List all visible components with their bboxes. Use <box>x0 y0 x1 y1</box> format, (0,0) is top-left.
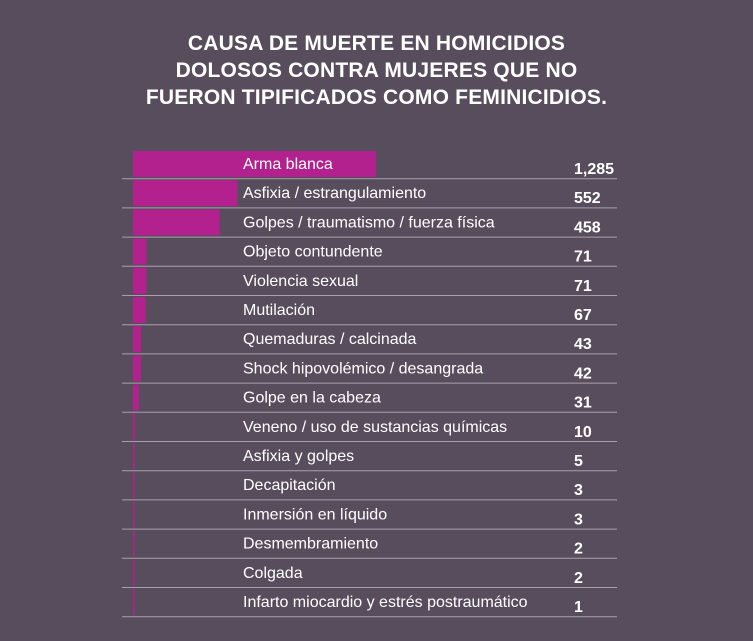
value-label-8: 31 <box>574 395 592 412</box>
category-label-3: Objeto contundente <box>243 244 383 261</box>
chart-title-line-3: FUERON TIPIFICADOS COMO FEMINICIDIOS. <box>145 86 608 109</box>
bar-6 <box>133 326 142 353</box>
category-label-6: Quemaduras / calcinada <box>243 331 417 348</box>
category-label-2: Golpes / traumatismo / fuerza física <box>243 214 495 231</box>
value-label-2: 458 <box>574 219 601 236</box>
category-label-7: Shock hipovolémico / desangrada <box>243 360 483 377</box>
bar-10 <box>133 443 135 469</box>
category-label-8: Golpe en la cabeza <box>243 390 381 407</box>
category-label-5: Mutilación <box>243 302 315 319</box>
value-label-3: 71 <box>574 249 592 266</box>
category-label-4: Violencia sexual <box>243 273 358 290</box>
value-label-5: 67 <box>574 307 592 324</box>
bar-15 <box>133 589 135 615</box>
bar-0 <box>133 151 376 177</box>
bar-3 <box>133 238 147 265</box>
bar-8 <box>133 384 139 411</box>
category-label-13: Desmembramiento <box>243 536 378 553</box>
value-label-9: 10 <box>574 424 592 441</box>
category-label-12: Inmersión en líquido <box>243 506 387 523</box>
bar-4 <box>133 267 147 294</box>
category-label-0: Arma blanca <box>243 156 333 173</box>
bar-7 <box>133 355 141 382</box>
value-label-10: 5 <box>574 453 583 470</box>
value-label-11: 3 <box>574 482 583 499</box>
category-label-15: Infarto miocardio y estrés postraumático <box>243 594 528 611</box>
category-label-10: Asfixia y golpes <box>243 448 354 465</box>
bar-14 <box>133 559 135 586</box>
bar-9 <box>133 413 135 440</box>
value-label-4: 71 <box>574 278 592 295</box>
value-label-12: 3 <box>574 511 583 528</box>
chart-title-line-1: CAUSA DE MUERTE EN HOMICIDIOS <box>187 32 566 55</box>
chart-title: CAUSA DE MUERTE EN HOMICIDIOS DOLOSOS CO… <box>0 30 753 111</box>
category-label-11: Decapitación <box>243 477 336 494</box>
category-label-9: Veneno / uso de sustancias químicas <box>243 419 507 436</box>
bar-1 <box>133 180 238 207</box>
value-label-0: 1,285 <box>574 161 614 178</box>
bar-2 <box>133 209 220 236</box>
value-label-1: 552 <box>574 190 601 207</box>
value-label-13: 2 <box>574 541 583 558</box>
bar-11 <box>133 472 135 499</box>
category-label-14: Colgada <box>243 565 303 582</box>
value-label-14: 2 <box>574 570 583 587</box>
value-label-15: 1 <box>574 599 583 616</box>
bar-13 <box>133 530 135 557</box>
category-label-1: Asfixia / estrangulamiento <box>243 185 426 202</box>
value-label-6: 43 <box>574 336 592 353</box>
value-label-7: 42 <box>574 365 592 382</box>
bar-12 <box>133 501 135 528</box>
bar-5 <box>133 297 146 323</box>
chart-title-line-2: DOLOSOS CONTRA MUJERES QUE NO <box>175 59 578 82</box>
